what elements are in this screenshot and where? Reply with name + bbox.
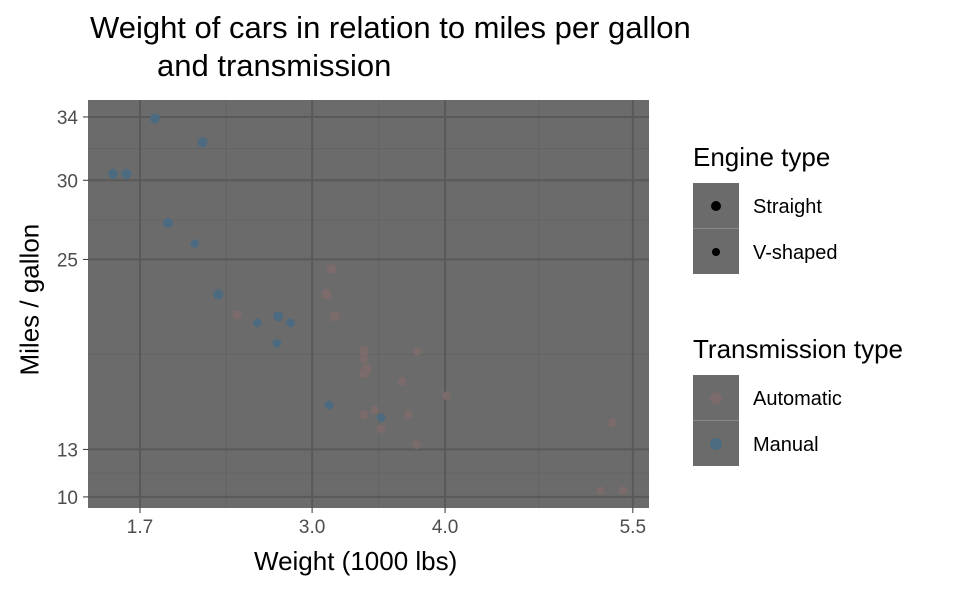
data-point-manual — [121, 168, 132, 179]
data-point-automatic — [412, 346, 422, 356]
y-tick-label: 13 — [57, 440, 78, 461]
data-point-automatic — [442, 391, 451, 400]
data-point-manual — [273, 311, 284, 322]
data-point-manual — [213, 289, 224, 300]
legend-dot-straight — [711, 201, 721, 211]
data-point-automatic — [326, 263, 337, 274]
x-tick-label: 5.5 — [620, 517, 646, 538]
y-tick-label: 10 — [57, 488, 78, 509]
legend-label: Manual — [753, 434, 819, 456]
data-point-automatic — [370, 405, 379, 415]
legend-dot-automatic — [710, 392, 722, 404]
x-tick-label: 4.0 — [432, 517, 458, 538]
data-point-manual — [108, 168, 119, 179]
legend-title-engine: Engine type — [693, 142, 830, 172]
data-point-automatic — [608, 418, 617, 427]
data-point-automatic — [595, 486, 605, 495]
data-point-automatic — [359, 410, 368, 419]
x-axis-label: Weight (1000 lbs) — [254, 546, 458, 576]
data-point-automatic — [618, 486, 628, 495]
legend-label: Automatic — [753, 388, 842, 410]
y-tick-label: 25 — [57, 250, 78, 271]
data-point-automatic — [329, 311, 340, 322]
legend-dot-manual — [710, 438, 722, 450]
plot-panel — [88, 100, 649, 508]
x-tick-label: 1.7 — [127, 517, 153, 538]
data-point-manual — [272, 339, 282, 348]
data-point-automatic — [359, 354, 369, 364]
data-point-automatic — [412, 440, 421, 449]
data-point-automatic — [359, 346, 370, 357]
data-point-manual — [197, 137, 208, 148]
data-point-manual — [163, 218, 174, 229]
legend-label: V-shaped — [753, 242, 838, 264]
y-tick-label: 34 — [57, 108, 79, 129]
y-tick-label: 30 — [57, 171, 78, 192]
data-point-automatic — [321, 289, 332, 300]
data-point-manual — [150, 113, 161, 124]
data-point-automatic — [359, 368, 370, 379]
data-point-manual — [376, 413, 386, 423]
legend-label: Straight — [753, 196, 822, 218]
legend-title-transmission: Transmission type — [693, 334, 903, 364]
data-point-automatic — [404, 410, 413, 419]
data-point-manual — [324, 400, 334, 410]
data-point-automatic — [376, 424, 386, 434]
chart-title-line-1: Weight of cars in relation to miles per … — [90, 10, 691, 45]
data-point-automatic — [397, 377, 407, 386]
data-point-manual — [190, 239, 200, 248]
legend-dot-v-shaped — [712, 248, 720, 256]
x-tick-label: 3.0 — [299, 517, 325, 538]
chart-title-line-2: and transmission — [157, 48, 392, 83]
data-point-manual — [286, 318, 295, 328]
data-point-automatic — [232, 309, 243, 320]
data-point-manual — [253, 318, 262, 328]
